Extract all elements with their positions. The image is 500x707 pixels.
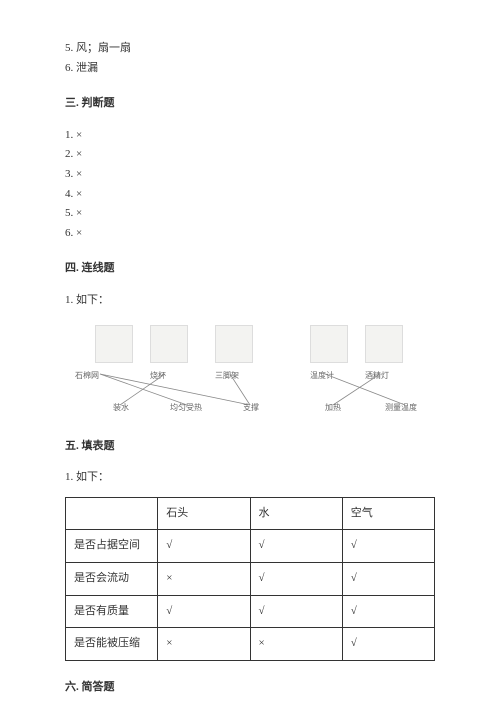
judge-5: 5. × bbox=[65, 205, 435, 223]
row-label: 是否占据空间 bbox=[66, 530, 158, 563]
top-item-5: 5. 风；扇一扇 bbox=[65, 40, 435, 58]
header-stone: 石头 bbox=[158, 497, 250, 530]
cell: √ bbox=[342, 628, 434, 661]
section6-title: 六. 简答题 bbox=[65, 679, 435, 697]
judge-3: 3. × bbox=[65, 166, 435, 184]
cell: × bbox=[250, 628, 342, 661]
row-label: 是否会流动 bbox=[66, 562, 158, 595]
table-row: 是否会流动 × √ √ bbox=[66, 562, 435, 595]
judge-2: 2. × bbox=[65, 146, 435, 164]
cell: √ bbox=[342, 595, 434, 628]
cell: √ bbox=[158, 530, 250, 563]
header-empty bbox=[66, 497, 158, 530]
row-label: 是否能被压缩 bbox=[66, 628, 158, 661]
cell: √ bbox=[158, 595, 250, 628]
cell: × bbox=[158, 628, 250, 661]
header-air: 空气 bbox=[342, 497, 434, 530]
judge-4: 4. × bbox=[65, 186, 435, 204]
cell: √ bbox=[250, 562, 342, 595]
section5-subtitle: 1. 如下： bbox=[65, 469, 435, 487]
cell: √ bbox=[342, 562, 434, 595]
header-water: 水 bbox=[250, 497, 342, 530]
section3-title: 三. 判断题 bbox=[65, 95, 435, 113]
top-item-6: 6. 泄漏 bbox=[65, 60, 435, 78]
cell: √ bbox=[250, 595, 342, 628]
cell: √ bbox=[342, 530, 434, 563]
table-row: 是否能被压缩 × × √ bbox=[66, 628, 435, 661]
fill-table: 石头 水 空气 是否占据空间 √ √ √ 是否会流动 × √ √ 是否有质量 √… bbox=[65, 497, 435, 661]
table-row: 是否有质量 √ √ √ bbox=[66, 595, 435, 628]
judge-1: 1. × bbox=[65, 127, 435, 145]
section4-subtitle: 1. 如下： bbox=[65, 292, 435, 310]
row-label: 是否有质量 bbox=[66, 595, 158, 628]
cell: √ bbox=[250, 530, 342, 563]
diagram-lines bbox=[65, 320, 435, 420]
section4-title: 四. 连线题 bbox=[65, 260, 435, 278]
judge-6: 6. × bbox=[65, 225, 435, 243]
table-header-row: 石头 水 空气 bbox=[66, 497, 435, 530]
table-row: 是否占据空间 √ √ √ bbox=[66, 530, 435, 563]
section5-title: 五. 填表题 bbox=[65, 438, 435, 456]
matching-diagram: 石棉网烧杯三脚架温度计酒精灯装水均匀受热支撑加热测量温度 bbox=[65, 320, 435, 420]
cell: × bbox=[158, 562, 250, 595]
